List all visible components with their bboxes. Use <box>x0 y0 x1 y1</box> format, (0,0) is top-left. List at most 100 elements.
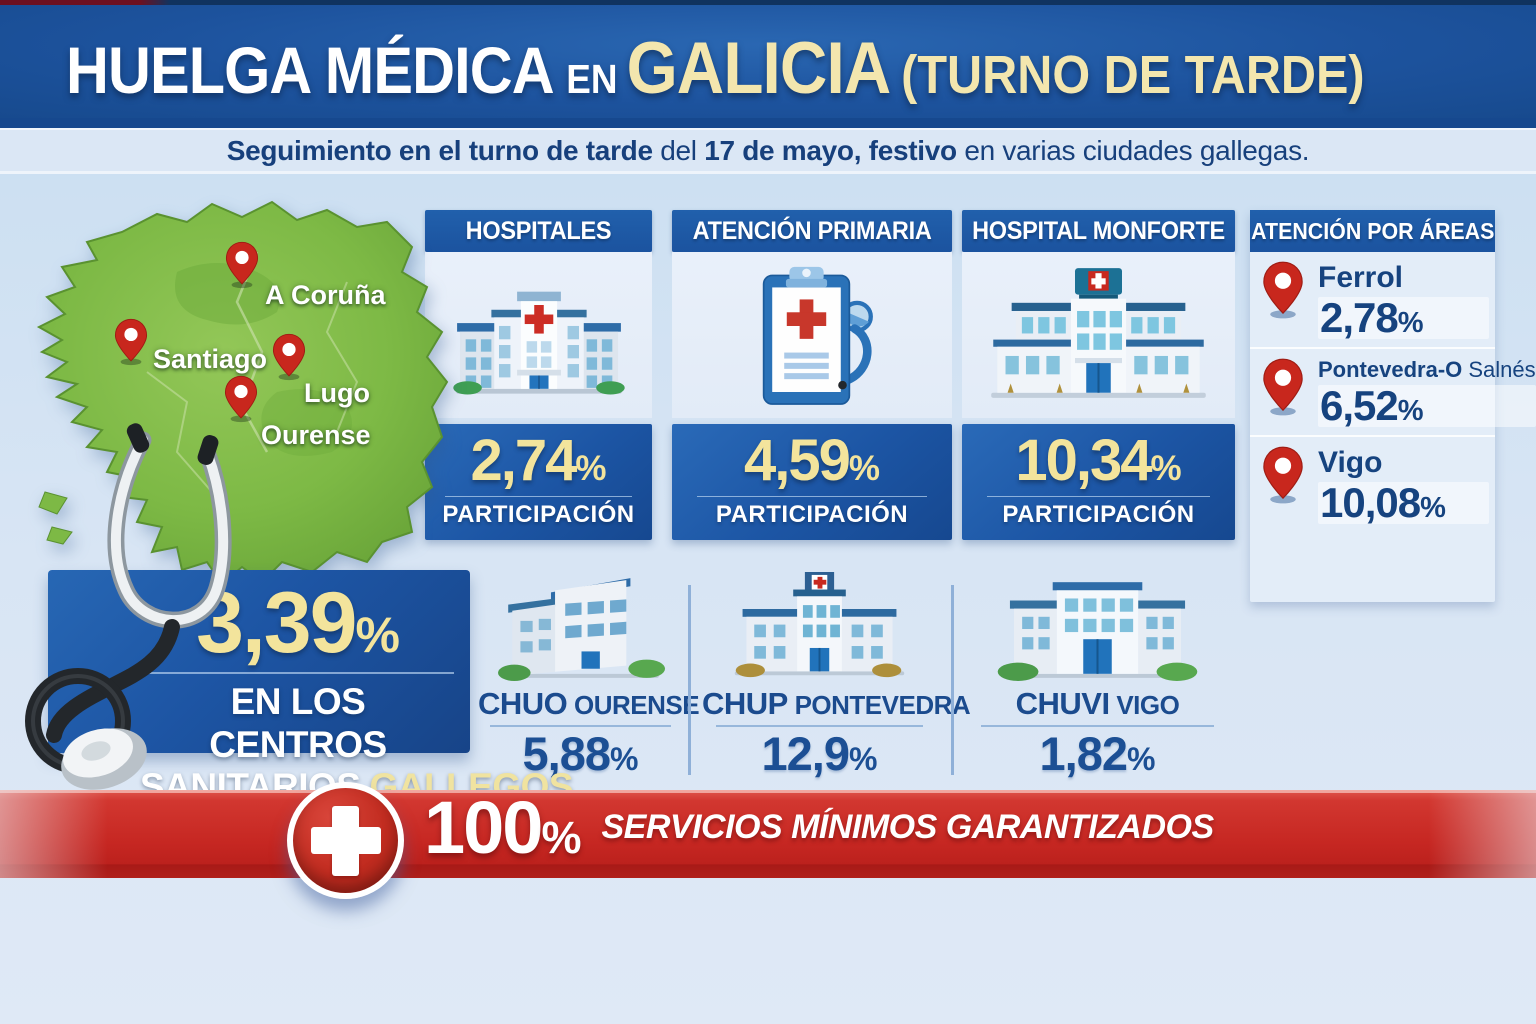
areas-panel: ATENCIÓN POR ÁREAS Ferrol 2,78% Ponteved… <box>1250 210 1536 602</box>
column-divider <box>688 585 691 775</box>
title-connector: EN <box>566 56 618 102</box>
card-hospital-monforte-body <box>962 252 1235 418</box>
subtitle-seg1: Seguimiento en el turno de tarde <box>226 134 661 166</box>
hospital-chuvi-name: CHUVI VIGO <box>1015 686 1180 721</box>
hospital-chuvi-vigo: CHUVI VIGO 1,82% <box>965 572 1230 778</box>
summary-total-box: 3,39% EN LOS CENTROS SANITARIOS GALLEGOS <box>48 570 574 807</box>
area-name-ferrol: Ferrol <box>1318 261 1404 294</box>
card-atencion-primaria-body <box>672 252 952 418</box>
card-atencion-primaria-footer: 4,59% PARTICIPACIÓN <box>672 424 952 540</box>
column-divider <box>951 585 954 775</box>
card-atencion-primaria-value: 4,59 <box>743 428 851 493</box>
card-hospital-monforte-value-row: 10,34% <box>962 432 1235 490</box>
hospital-chuo-ourense: CHUO OURENSE 5,88% <box>478 572 700 778</box>
hospital-chuo-divider <box>490 724 671 727</box>
hospital-sign-building-icon <box>991 268 1206 398</box>
hospital-chup-pontevedra: CHUP PONTEVEDRA 12,9% <box>702 572 971 780</box>
map-pin-ourense <box>224 374 258 424</box>
card-atencion-primaria-divider <box>697 496 927 497</box>
page-title: HUELGA MÉDICA EN GALICIA (TURNO DE TARDE) <box>66 27 1365 110</box>
top-edge-strip <box>0 0 1536 5</box>
location-pin-icon <box>1263 446 1303 504</box>
card-hospital-monforte-footer: 10,34% PARTICIPACIÓN <box>962 424 1235 540</box>
area-value-row-vigo: 10,08% <box>1318 479 1489 527</box>
minimum-services-band: 100% SERVICIOS MÍNIMOS GARANTIZADOS <box>0 790 1536 878</box>
hospital-building-icon <box>452 291 625 395</box>
hospital-chuvi-divider <box>980 724 1215 727</box>
map-label-ourense: Ourense <box>261 420 371 450</box>
card-atencion-primaria-unit: % <box>848 449 880 488</box>
card-hospitales-footer: 2,74% PARTICIPACIÓN <box>425 424 652 540</box>
area-unit-vigo: % <box>1420 492 1446 525</box>
location-pin-icon <box>1263 358 1303 416</box>
card-hospitales-value: 2,74 <box>470 428 577 493</box>
subtitle-seg2: del <box>660 134 705 166</box>
card-atencion-primaria-title: ATENCIÓN PRIMARIA <box>692 216 932 245</box>
card-hospital-monforte-unit: % <box>1150 449 1182 488</box>
galicia-map: A Coruña Santiago Lugo Ourense <box>22 192 462 592</box>
card-hospital-monforte: HOSPITAL MONFORTE <box>962 210 1235 540</box>
band-percent-sign: % <box>541 811 581 863</box>
subtitle-seg5: en varias ciudades gallegas. <box>964 134 1310 166</box>
area-value-pontevedra: 6,52 <box>1320 382 1399 430</box>
card-hospital-monforte-header: HOSPITAL MONFORTE <box>962 210 1235 252</box>
map-pin-santiago <box>114 317 148 367</box>
map-pin-a-coruna <box>225 240 259 290</box>
card-hospitales-divider <box>445 496 632 497</box>
card-hospital-monforte-divider <box>986 496 1211 497</box>
chuvi-building-icon <box>997 582 1198 681</box>
area-value-vigo: 10,08 <box>1320 479 1421 527</box>
summary-value: 3,39 <box>196 575 357 671</box>
hospital-chuvi-unit: % <box>1127 740 1156 777</box>
clipboard-cross-icon <box>762 266 873 405</box>
area-value-row-ferrol: 2,78% <box>1318 297 1489 339</box>
chup-building-icon <box>734 572 905 678</box>
map-label-santiago: Santiago <box>153 344 268 374</box>
band-content: 100% SERVICIOS MÍNIMOS GARANTIZADOS <box>424 790 1214 865</box>
hospital-chuo-value-row: 5,88% <box>478 730 683 778</box>
summary-unit: % <box>355 607 400 663</box>
card-atencion-primaria: ATENCIÓN PRIMARIA 4,59% PARTICIPACI <box>672 210 952 540</box>
band-percent: 100% <box>424 785 581 869</box>
card-hospitales-body <box>425 252 652 418</box>
hospital-chuvi-value: 1,82 <box>1039 726 1128 780</box>
medical-cross-icon <box>287 782 404 899</box>
area-unit-pontevedra: % <box>1397 395 1424 428</box>
hospital-chuo-name: CHUO OURENSE <box>478 686 700 721</box>
card-hospital-monforte-title: HOSPITAL MONFORTE <box>972 216 1225 245</box>
title-main: HUELGA MÉDICA <box>66 33 555 107</box>
card-hospitales-unit: % <box>575 449 607 488</box>
card-hospitales-header: HOSPITALES <box>425 210 652 252</box>
area-value-row-pontevedra: 6,52% <box>1318 382 1536 430</box>
hospital-chuo-value: 5,88 <box>522 726 611 780</box>
card-hospitales-title: HOSPITALES <box>465 216 612 245</box>
chuo-building-icon <box>498 578 666 681</box>
hospital-chuvi-value-row: 1,82% <box>965 730 1230 778</box>
card-hospitales: HOSPITALES <box>425 210 652 540</box>
subtitle-seg3: 17 de mayo, <box>704 134 869 166</box>
map-pin-lugo <box>272 332 306 382</box>
hospital-chuo-unit: % <box>610 740 639 777</box>
map-label-a-coruna: A Coruña <box>265 280 386 310</box>
header-band: HUELGA MÉDICA EN GALICIA (TURNO DE TARDE) <box>0 5 1536 118</box>
title-region: GALICIA <box>626 28 892 109</box>
subtitle-band: Seguimiento en el turno de tarde del 17 … <box>0 128 1536 174</box>
areas-panel-title: ATENCIÓN POR ÁREAS <box>1250 217 1495 244</box>
card-atencion-primaria-header: ATENCIÓN PRIMARIA <box>672 210 952 252</box>
hospital-chup-unit: % <box>849 740 878 777</box>
area-item-vigo: Vigo 10,08% <box>1250 435 1495 532</box>
map-label-lugo: Lugo <box>304 378 370 408</box>
card-atencion-primaria-value-row: 4,59% <box>672 432 952 490</box>
hospital-chup-name: CHUP PONTEVEDRA <box>702 686 971 721</box>
header-divider <box>0 118 1536 128</box>
card-hospital-monforte-label: PARTICIPACIÓN <box>1002 501 1195 528</box>
hospital-chup-value: 12,9 <box>761 726 850 780</box>
area-name-pontevedra: Pontevedra-O Salnés <box>1318 357 1536 382</box>
areas-panel-header: ATENCIÓN POR ÁREAS <box>1250 210 1495 252</box>
location-pin-icon <box>1263 261 1303 319</box>
card-hospitales-value-row: 2,74% <box>425 432 652 490</box>
card-hospitales-label: PARTICIPACIÓN <box>442 501 635 528</box>
area-unit-ferrol: % <box>1397 307 1424 339</box>
card-atencion-primaria-label: PARTICIPACIÓN <box>715 501 909 528</box>
